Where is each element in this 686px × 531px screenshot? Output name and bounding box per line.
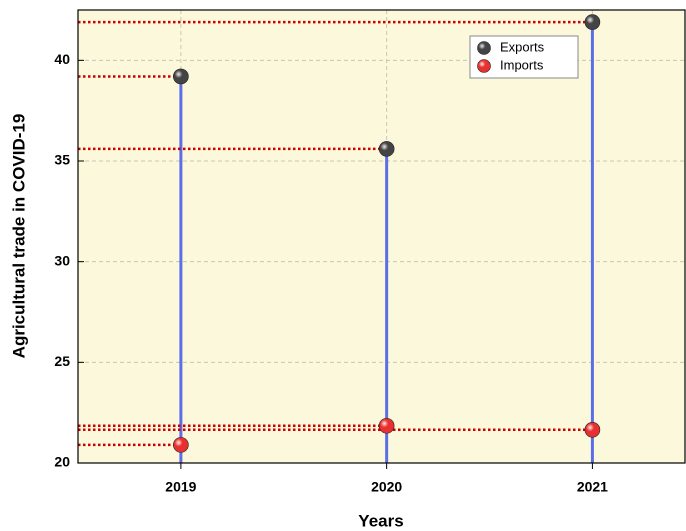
point-shine — [584, 14, 600, 30]
y-tick-label: 25 — [54, 353, 70, 369]
x-tick-label: 2019 — [165, 479, 196, 495]
point-shine — [379, 141, 395, 157]
x-tick-label: 2020 — [371, 479, 402, 495]
plot-frame — [77, 9, 686, 464]
point-shine — [584, 422, 600, 438]
legend-label: Exports — [500, 39, 545, 54]
plot-layer — [78, 10, 685, 464]
x-tick-label: 2021 — [577, 479, 608, 495]
point-shine — [173, 437, 189, 453]
y-tick-label: 40 — [54, 51, 70, 67]
y-axis-title: Agricultural trade in COVID-19 — [9, 114, 28, 359]
legend-label: Imports — [500, 57, 544, 72]
y-tick-label: 30 — [54, 252, 70, 268]
plot-area — [78, 10, 685, 463]
legend-shine — [477, 41, 491, 55]
x-axis-title: Years — [358, 511, 403, 530]
point-shine — [173, 68, 189, 84]
y-tick-label: 20 — [54, 454, 70, 470]
point-shine — [379, 418, 395, 434]
y-tick-label: 35 — [54, 152, 70, 168]
legend-shine — [477, 59, 491, 73]
